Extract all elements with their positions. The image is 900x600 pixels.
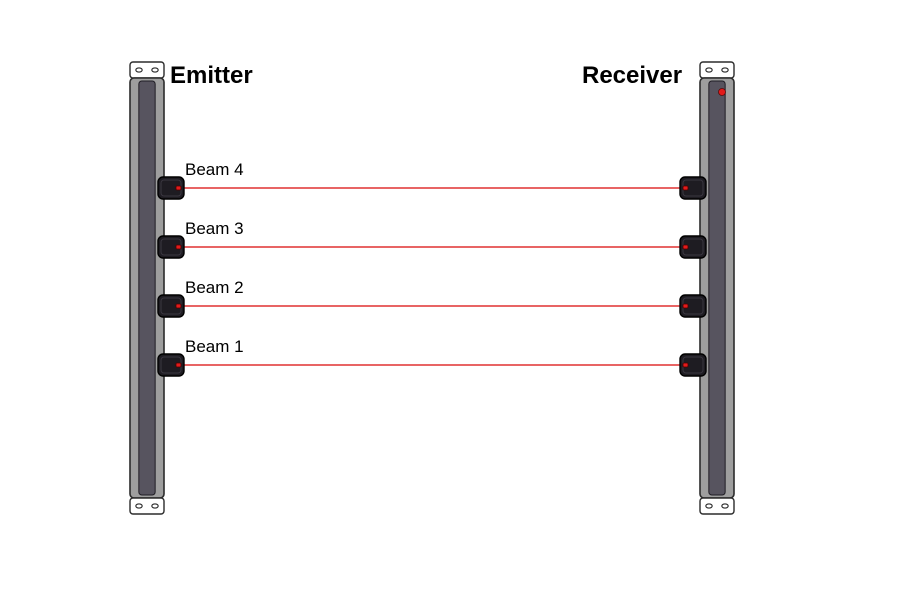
emitter-title: Emitter (170, 62, 253, 90)
beam-3-label: Beam 3 (185, 219, 244, 239)
beam-2-label: Beam 2 (185, 278, 244, 298)
beam-1-label: Beam 1 (185, 337, 244, 357)
beam-sensor-diagram (0, 0, 900, 600)
receiver-title: Receiver (582, 62, 682, 90)
beam-4-label: Beam 4 (185, 160, 244, 180)
